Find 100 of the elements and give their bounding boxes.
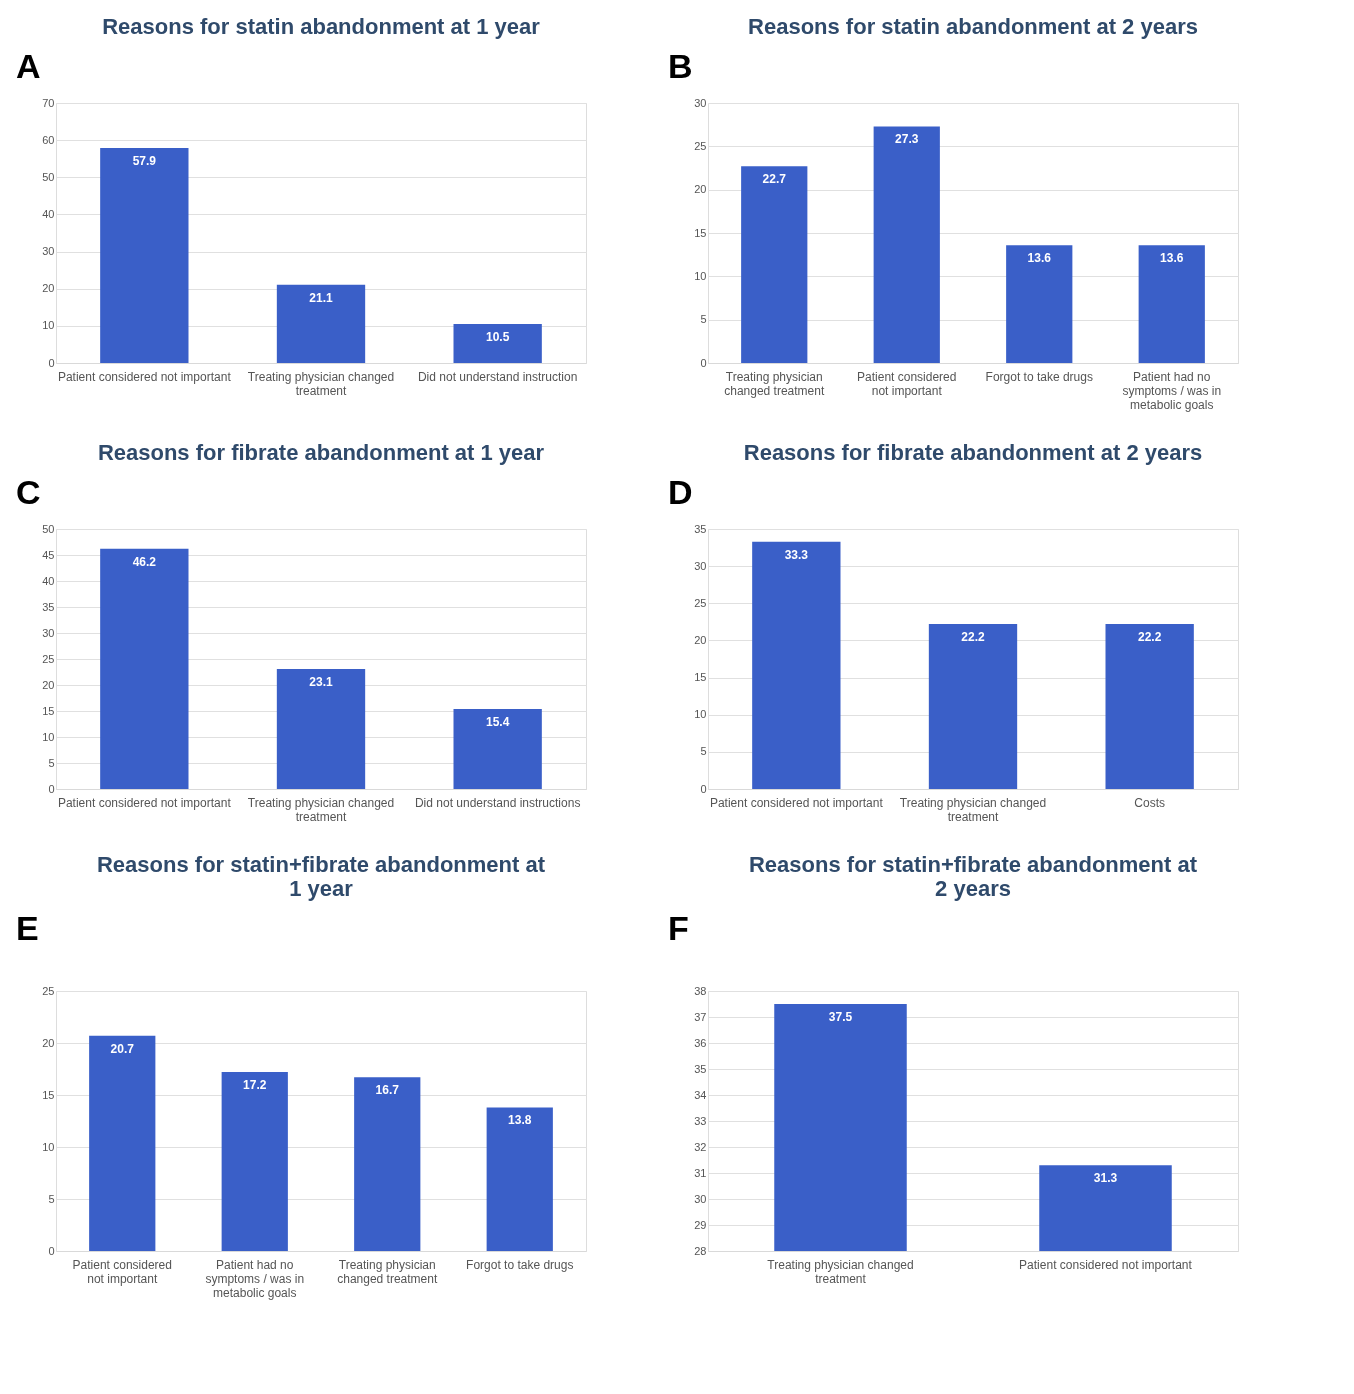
y-tick-label: 10 bbox=[42, 319, 55, 332]
y-tick-label: 45 bbox=[42, 548, 55, 561]
x-tick-label: Forgot to take drugs bbox=[985, 369, 1093, 384]
x-tick-label: Patient considered not important bbox=[57, 369, 232, 384]
y-tick-label: 36 bbox=[694, 1036, 707, 1049]
y-tick-label: 30 bbox=[694, 559, 707, 572]
chart-title: Reasons for fibrate abandonment at 2 years bbox=[743, 440, 1203, 465]
data-label: 10.5 bbox=[485, 330, 510, 344]
y-tick-label: 25 bbox=[694, 139, 707, 152]
y-tick-label: 5 bbox=[48, 1192, 55, 1205]
y-tick-label: 25 bbox=[42, 652, 55, 665]
bar bbox=[1138, 245, 1205, 363]
x-tick-label: Treating physician changed treatment bbox=[247, 369, 395, 398]
x-tick-label: Patient considered not important bbox=[1019, 1257, 1193, 1272]
x-tick-label: Treating physician changed treatment bbox=[337, 1257, 438, 1286]
y-tick-label: 20 bbox=[42, 282, 55, 295]
text: D bbox=[668, 473, 693, 511]
data-label: 13.6 bbox=[1160, 251, 1184, 266]
bar bbox=[453, 324, 542, 363]
y-tick-label: 35 bbox=[694, 522, 707, 535]
y-tick-label: 33 bbox=[694, 1114, 707, 1127]
bar bbox=[486, 1107, 553, 1251]
data-label: 46.2 bbox=[132, 554, 157, 569]
y-tick-label: 15 bbox=[694, 226, 707, 239]
bar bbox=[1006, 245, 1073, 363]
bar bbox=[741, 166, 808, 363]
data-label: 22.7 bbox=[762, 172, 787, 187]
y-tick-label: 35 bbox=[42, 600, 55, 613]
chart-title: Reasons for fibrate abandonment at 1 year bbox=[97, 440, 545, 465]
y-tick-label: 5 bbox=[700, 313, 707, 326]
data-label: 23.1 bbox=[309, 674, 333, 689]
x-tick-label: Did not understand instructions bbox=[414, 795, 581, 810]
x-tick-label: Patient had no symptoms / was in metabolic goals bbox=[205, 1257, 305, 1300]
chart-title: Reasons for statin abandonment at 1 year bbox=[102, 14, 541, 39]
text: B bbox=[668, 47, 693, 85]
data-label: 13.6 bbox=[1027, 251, 1052, 266]
bar bbox=[221, 1072, 288, 1251]
bar bbox=[100, 147, 189, 363]
bar bbox=[100, 548, 189, 789]
bar bbox=[873, 126, 940, 363]
y-tick-label: 10 bbox=[42, 1140, 55, 1153]
y-tick-label: 10 bbox=[42, 730, 55, 743]
y-tick-label: 30 bbox=[694, 96, 707, 109]
y-tick-label: 10 bbox=[694, 269, 707, 282]
y-tick-label: 60 bbox=[42, 133, 55, 146]
x-tick-label: Patient considered not important bbox=[57, 795, 232, 810]
text: F bbox=[668, 909, 689, 947]
y-tick-label: 15 bbox=[42, 704, 55, 717]
chart-title: Reasons for statin+fibrate abandonment at 1 year bbox=[96, 852, 546, 901]
y-tick-label: 0 bbox=[48, 1244, 55, 1257]
y-tick-label: 0 bbox=[700, 782, 707, 795]
y-tick-label: 31 bbox=[694, 1166, 707, 1179]
y-tick-label: 0 bbox=[700, 356, 707, 369]
y-tick-label: 5 bbox=[700, 745, 707, 758]
data-label: 22.2 bbox=[1137, 630, 1162, 645]
x-tick-label: Costs bbox=[1134, 795, 1166, 810]
x-tick-label: Patient had no symptoms / was in metabolic goals bbox=[1122, 369, 1222, 412]
data-label: 37.5 bbox=[828, 1010, 853, 1024]
bar bbox=[354, 1077, 421, 1251]
y-tick-label: 15 bbox=[694, 671, 707, 684]
y-tick-label: 30 bbox=[42, 245, 55, 258]
data-label: 15.4 bbox=[485, 714, 510, 729]
y-tick-label: 32 bbox=[694, 1140, 707, 1153]
x-tick-label: Treating physician changed treatment bbox=[247, 795, 395, 824]
y-tick-label: 20 bbox=[42, 678, 55, 691]
x-tick-label: Did not understand instruction bbox=[417, 369, 578, 384]
bar bbox=[276, 668, 366, 789]
data-label: 21.1 bbox=[309, 290, 333, 305]
y-tick-label: 5 bbox=[48, 756, 55, 769]
y-tick-label: 40 bbox=[42, 574, 55, 587]
y-tick-label: 0 bbox=[48, 782, 55, 795]
text: C bbox=[16, 473, 41, 511]
y-tick-label: 40 bbox=[42, 207, 55, 220]
x-tick-label: Treating physician changed treatment bbox=[899, 795, 1047, 824]
y-tick-label: 50 bbox=[42, 170, 55, 183]
bar bbox=[453, 708, 542, 789]
data-label: 31.3 bbox=[1093, 1171, 1118, 1186]
data-label: 17.2 bbox=[243, 1078, 267, 1093]
chart-title: Reasons for statin abandonment at 2 years bbox=[748, 14, 1198, 39]
x-tick-label: Patient considered not important bbox=[72, 1257, 172, 1286]
data-label: 13.8 bbox=[508, 1113, 532, 1128]
y-tick-label: 34 bbox=[694, 1088, 707, 1101]
x-tick-label: Patient considered not important bbox=[709, 795, 884, 810]
x-tick-label: Treating physician changed treatment bbox=[724, 369, 825, 398]
y-tick-label: 30 bbox=[42, 626, 55, 639]
y-tick-label: 70 bbox=[42, 96, 55, 109]
y-tick-label: 50 bbox=[42, 522, 55, 535]
y-tick-label: 20 bbox=[694, 633, 707, 646]
y-tick-label: 20 bbox=[42, 1036, 55, 1049]
data-label: 16.7 bbox=[375, 1083, 400, 1098]
bar bbox=[276, 284, 366, 363]
data-label: 20.7 bbox=[110, 1041, 135, 1056]
text: E bbox=[16, 909, 39, 947]
x-tick-label: Forgot to take drugs bbox=[466, 1257, 574, 1272]
y-tick-label: 10 bbox=[694, 708, 707, 721]
bar bbox=[89, 1035, 156, 1251]
y-tick-label: 25 bbox=[42, 984, 55, 997]
data-label: 57.9 bbox=[132, 153, 157, 168]
x-tick-label: Treating physician changed treatment bbox=[767, 1257, 914, 1286]
data-label: 27.3 bbox=[895, 132, 919, 147]
